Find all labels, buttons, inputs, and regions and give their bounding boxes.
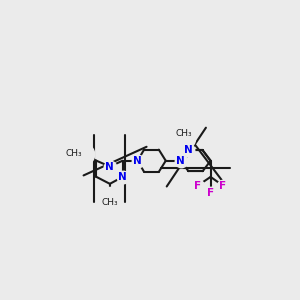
Text: N: N xyxy=(106,161,114,172)
Text: N: N xyxy=(133,156,142,166)
Text: CH₃: CH₃ xyxy=(66,149,82,158)
Text: N: N xyxy=(176,156,185,166)
Text: F: F xyxy=(207,188,214,198)
Text: F: F xyxy=(194,181,201,191)
Text: F: F xyxy=(220,181,226,191)
Text: CH₃: CH₃ xyxy=(176,129,192,138)
Text: CH₃: CH₃ xyxy=(101,198,118,207)
Text: N: N xyxy=(118,172,127,182)
Text: N: N xyxy=(184,145,193,155)
